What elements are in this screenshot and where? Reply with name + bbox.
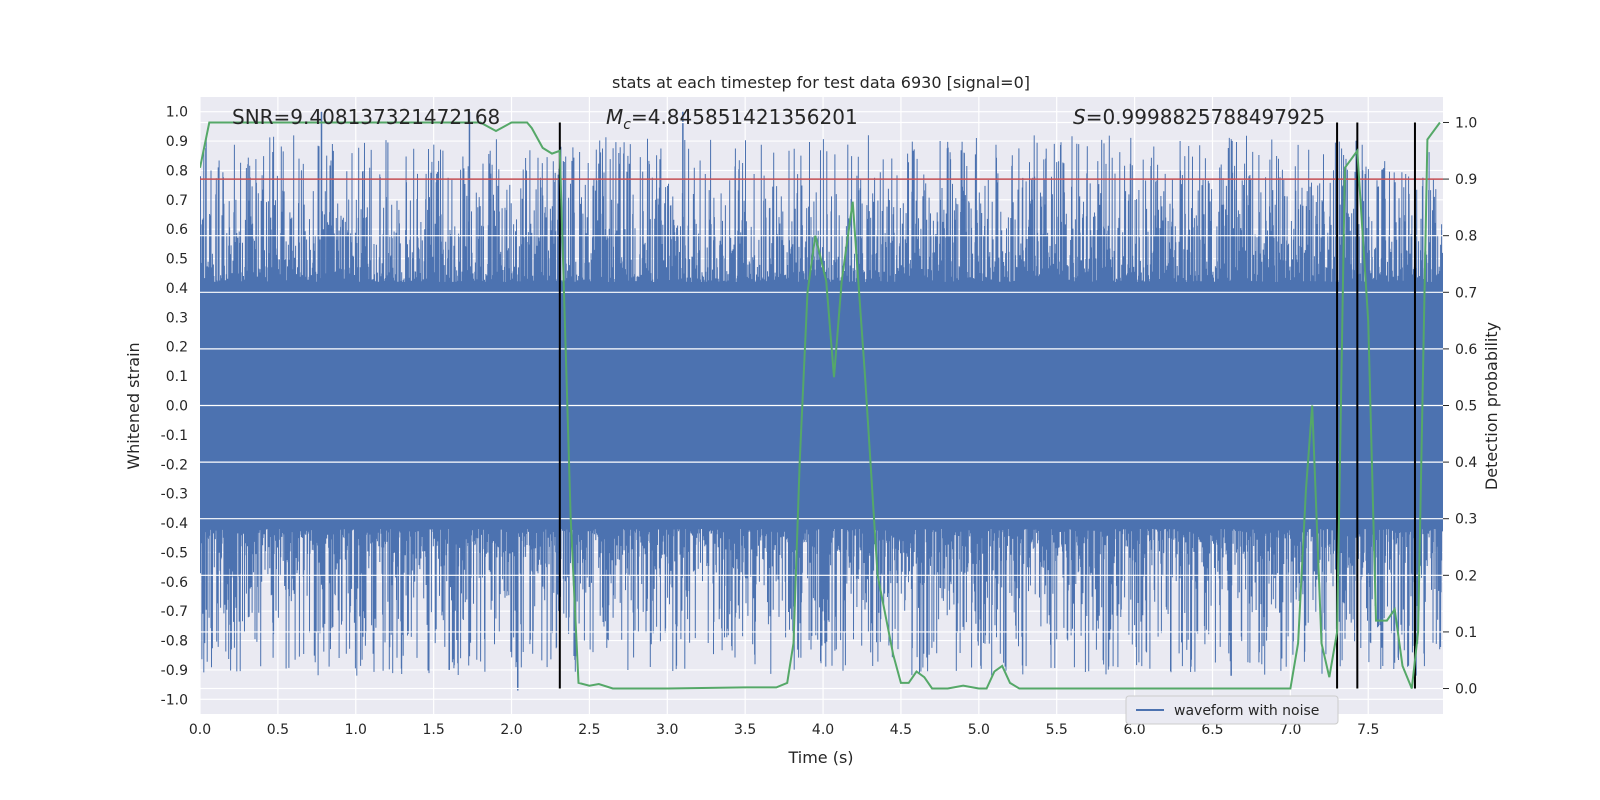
y-left-tick-label: 1.0 <box>166 105 188 121</box>
legend: waveform with noise <box>1125 695 1339 725</box>
x-tick-label: 5.5 <box>1046 722 1068 738</box>
y-left-tick-label: 0.3 <box>166 310 188 326</box>
y-right-tick-label: 0.5 <box>1455 399 1477 415</box>
snr-annotation: SNR=9.408137321472168 <box>232 105 500 129</box>
x-tick-label: 3.0 <box>656 722 678 738</box>
y-left-tick-label: 0.0 <box>166 399 188 415</box>
y-left-tick-label: 0.2 <box>166 340 188 356</box>
y-left-tick-label: 0.5 <box>166 252 188 268</box>
y-right-tick-label: 0.8 <box>1455 229 1477 245</box>
y-left-tick-label: -0.6 <box>161 575 188 591</box>
y-left-tick-label: -0.2 <box>161 457 188 473</box>
y-axis-left-label: Whitened strain <box>124 342 143 469</box>
mc-subscript: c <box>623 117 631 133</box>
s-value: =0.9998825788497925 <box>1086 105 1325 129</box>
y-right-tick-label: 0.3 <box>1455 512 1477 528</box>
y-left-tick-label: -0.4 <box>161 516 188 532</box>
x-tick-label: 0.5 <box>267 722 289 738</box>
y-left-tick-label: -0.3 <box>161 487 188 503</box>
y-left-tick-label: 0.8 <box>166 163 188 179</box>
y-right-tick-label: 0.9 <box>1455 172 1477 188</box>
x-axis-ticks: 0.0 0.5 1.0 1.5 2.0 2.5 3.0 3.5 4.0 4.5 5.0 5.5 6.0 6… <box>189 722 1379 738</box>
y-left-tick-label: 0.9 <box>166 134 188 150</box>
y-left-tick-label: 0.4 <box>166 281 188 297</box>
x-tick-label: 2.0 <box>500 722 522 738</box>
y-left-tick-label: -0.8 <box>161 634 188 650</box>
y-right-tick-label: 0.7 <box>1455 285 1477 301</box>
legend-label: waveform with noise <box>1174 703 1319 719</box>
y-axis-left-ticks: 1.0 0.9 0.8 0.7 0.6 0.5 0.4 0.3 0.2 0.1 0.0 -0.1 -0.… <box>161 105 188 709</box>
y-right-tick-label: 0.1 <box>1455 625 1477 641</box>
x-tick-label: 3.5 <box>734 722 756 738</box>
x-tick-label: 7.5 <box>1357 722 1379 738</box>
x-axis-label: Time (s) <box>787 748 853 767</box>
y-right-tick-label: 0.2 <box>1455 568 1477 584</box>
y-left-tick-label: 0.6 <box>166 222 188 238</box>
y-left-tick-label: -1.0 <box>161 692 188 708</box>
x-tick-label: 1.5 <box>423 722 445 738</box>
x-tick-label: 4.5 <box>890 722 912 738</box>
y-left-tick-label: -0.1 <box>161 428 188 444</box>
x-tick-label: 5.0 <box>968 722 990 738</box>
y-left-tick-label: -0.9 <box>161 663 188 679</box>
x-tick-label: 7.0 <box>1279 722 1301 738</box>
waveform-trace <box>200 135 1443 676</box>
y-right-tick-label: 0.0 <box>1455 682 1477 698</box>
s-symbol: S <box>1073 105 1086 129</box>
mc-annotation: Mc=4.845851421356201 <box>606 105 858 133</box>
y-left-tick-label: 0.1 <box>166 369 188 385</box>
s-annotation: S=0.9998825788497925 <box>1073 105 1325 129</box>
mc-symbol: M <box>606 105 623 129</box>
y-right-tick-label: 1.0 <box>1455 115 1477 131</box>
y-axis-right-ticks: 1.0 0.9 0.8 0.7 0.6 0.5 0.4 0.3 0.2 0.1 0.0 <box>1443 115 1477 698</box>
y-right-tick-label: 0.4 <box>1455 455 1477 471</box>
y-left-tick-label: -0.5 <box>161 545 188 561</box>
probability-line <box>200 121 1441 690</box>
x-tick-label: 6.5 <box>1201 722 1223 738</box>
x-tick-label: 6.0 <box>1123 722 1145 738</box>
y-right-tick-label: 0.6 <box>1455 342 1477 358</box>
plot-area <box>200 111 1443 691</box>
y-left-tick-label: -0.7 <box>161 604 188 620</box>
x-tick-label: 4.0 <box>812 722 834 738</box>
x-tick-label: 1.0 <box>345 722 367 738</box>
x-tick-label: 2.5 <box>578 722 600 738</box>
chart-title: stats at each timestep for test data 693… <box>612 73 1030 92</box>
y-left-tick-label: 0.7 <box>166 193 188 209</box>
x-tick-label: 0.0 <box>189 722 211 738</box>
mc-value: =4.845851421356201 <box>631 105 858 129</box>
legend-box <box>1125 695 1339 725</box>
y-axis-right-label: Detection probability <box>1482 322 1501 490</box>
